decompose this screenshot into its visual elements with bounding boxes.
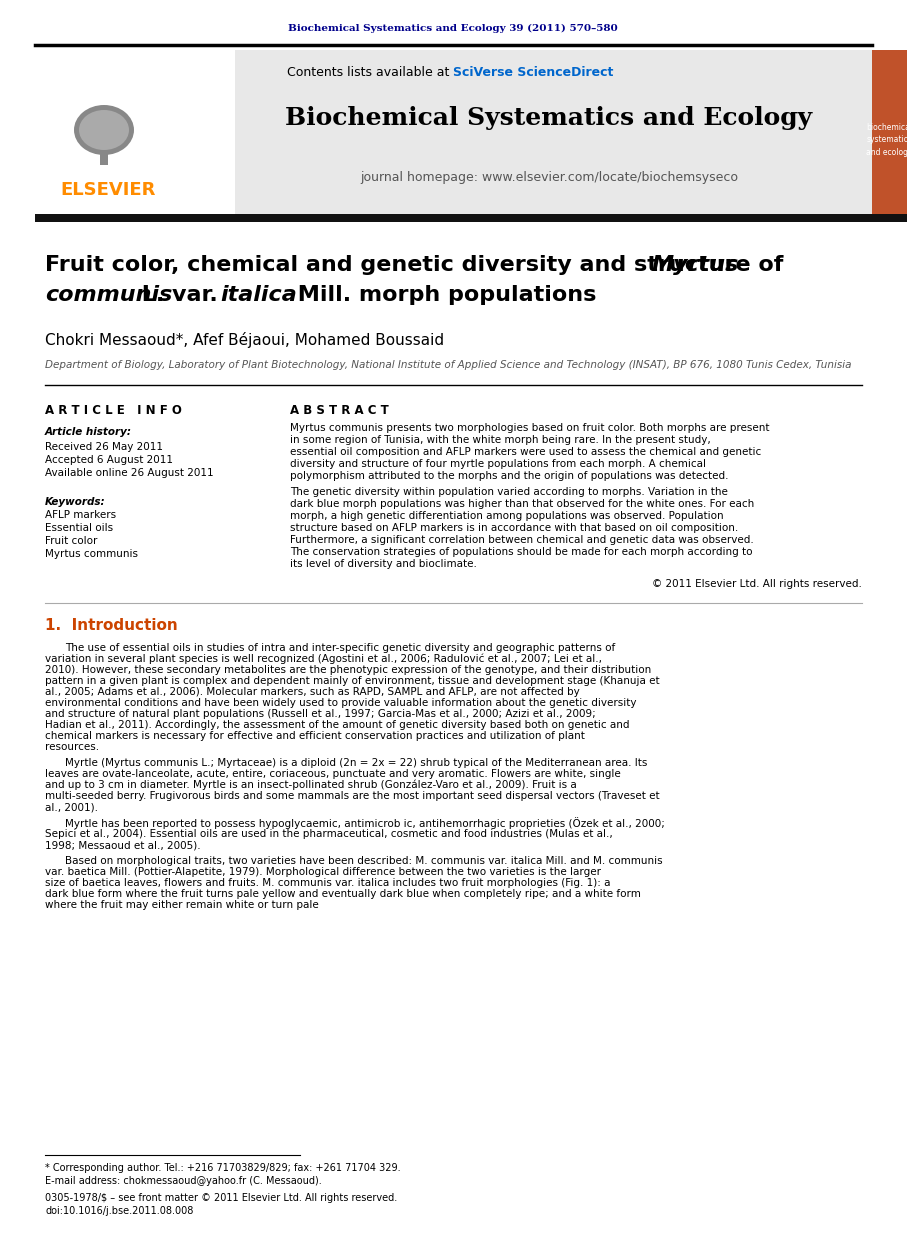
Text: A B S T R A C T: A B S T R A C T <box>290 404 389 416</box>
Text: polymorphism attributed to the morphs and the origin of populations was detected: polymorphism attributed to the morphs an… <box>290 470 728 482</box>
Text: L. var.: L. var. <box>134 285 226 305</box>
Text: Myrtle has been reported to possess hypoglycaemic, antimicrob ic, antihemorrhagi: Myrtle has been reported to possess hypo… <box>65 817 665 829</box>
Text: variation in several plant species is well recognized (Agostini et al., 2006; Ra: variation in several plant species is we… <box>45 654 602 665</box>
Text: Received 26 May 2011: Received 26 May 2011 <box>45 442 163 452</box>
Text: Keywords:: Keywords: <box>45 496 105 508</box>
Text: Essential oils: Essential oils <box>45 522 113 534</box>
Text: biochemical
systematics
and ecology: biochemical systematics and ecology <box>866 123 907 157</box>
Text: The conservation strategies of populations should be made for each morph accordi: The conservation strategies of populatio… <box>290 547 753 557</box>
Text: morph, a high genetic differentiation among populations was observed. Population: morph, a high genetic differentiation am… <box>290 511 724 521</box>
Text: environmental conditions and have been widely used to provide valuable informati: environmental conditions and have been w… <box>45 698 637 708</box>
Text: Fruit color, chemical and genetic diversity and structure of: Fruit color, chemical and genetic divers… <box>45 255 907 275</box>
Text: Hadian et al., 2011). Accordingly, the assessment of the amount of genetic diver: Hadian et al., 2011). Accordingly, the a… <box>45 721 629 730</box>
Text: Chokri Messaoud*, Afef Béjaoui, Mohamed Boussaid: Chokri Messaoud*, Afef Béjaoui, Mohamed … <box>45 332 444 348</box>
Text: E-mail address: chokmessaoud@yahoo.fr (C. Messaoud).: E-mail address: chokmessaoud@yahoo.fr (C… <box>45 1176 322 1186</box>
Text: The use of essential oils in studies of intra and inter-specific genetic diversi: The use of essential oils in studies of … <box>65 643 615 652</box>
Text: Mill. morph populations: Mill. morph populations <box>290 285 597 305</box>
Text: 1998; Messaoud et al., 2005).: 1998; Messaoud et al., 2005). <box>45 841 200 851</box>
Text: Biochemical Systematics and Ecology: Biochemical Systematics and Ecology <box>286 106 813 130</box>
Text: size of baetica leaves, flowers and fruits. M. communis var. italica includes tw: size of baetica leaves, flowers and frui… <box>45 878 610 888</box>
Text: Sepici et al., 2004). Essential oils are used in the pharmaceutical, cosmetic an: Sepici et al., 2004). Essential oils are… <box>45 829 613 839</box>
Text: Myrtus communis presents two morphologies based on fruit color. Both morphs are : Myrtus communis presents two morphologie… <box>290 423 769 433</box>
Text: essential oil composition and AFLP markers were used to assess the chemical and : essential oil composition and AFLP marke… <box>290 447 761 457</box>
Text: Accepted 6 August 2011: Accepted 6 August 2011 <box>45 456 173 465</box>
Text: * Corresponding author. Tel.: +216 71703829/829; fax: +261 71704 329.: * Corresponding author. Tel.: +216 71703… <box>45 1162 401 1172</box>
Text: dark blue morph populations was higher than that observed for the white ones. Fo: dark blue morph populations was higher t… <box>290 499 755 509</box>
Text: dark blue form where the fruit turns pale yellow and eventually dark blue when c: dark blue form where the fruit turns pal… <box>45 889 641 899</box>
Text: A R T I C L E   I N F O: A R T I C L E I N F O <box>45 404 182 416</box>
Bar <box>100 135 108 165</box>
Text: Myrtus: Myrtus <box>652 255 739 275</box>
Text: 2010). However, these secondary metabolites are the phenotypic expression of the: 2010). However, these secondary metaboli… <box>45 665 651 675</box>
Text: Myrtus communis: Myrtus communis <box>45 548 138 560</box>
Text: where the fruit may either remain white or turn pale: where the fruit may either remain white … <box>45 900 318 910</box>
Text: communis: communis <box>45 285 172 305</box>
Text: Fruit color: Fruit color <box>45 536 97 546</box>
Text: leaves are ovate-lanceolate, acute, entire, coriaceous, punctuate and very aroma: leaves are ovate-lanceolate, acute, enti… <box>45 769 620 779</box>
FancyBboxPatch shape <box>872 50 907 215</box>
Text: and structure of natural plant populations (Russell et al., 1997; Garcia-Mas et : and structure of natural plant populatio… <box>45 709 596 719</box>
Text: in some region of Tunisia, with the white morph being rare. In the present study: in some region of Tunisia, with the whit… <box>290 435 711 444</box>
FancyBboxPatch shape <box>35 50 235 215</box>
Text: The genetic diversity within population varied according to morphs. Variation in: The genetic diversity within population … <box>290 487 728 496</box>
Text: multi-seeded berry. Frugivorous birds and some mammals are the most important se: multi-seeded berry. Frugivorous birds an… <box>45 791 659 801</box>
Text: Based on morphological traits, two varieties have been described: M. communis va: Based on morphological traits, two varie… <box>65 855 663 867</box>
Text: 0305-1978/$ – see front matter © 2011 Elsevier Ltd. All rights reserved.: 0305-1978/$ – see front matter © 2011 El… <box>45 1193 397 1203</box>
Text: doi:10.1016/j.bse.2011.08.008: doi:10.1016/j.bse.2011.08.008 <box>45 1206 193 1216</box>
Text: 1.  Introduction: 1. Introduction <box>45 619 178 634</box>
Text: chemical markers is necessary for effective and efficient conservation practices: chemical markers is necessary for effect… <box>45 730 585 742</box>
Bar <box>35 214 907 222</box>
Text: its level of diversity and bioclimate.: its level of diversity and bioclimate. <box>290 560 477 569</box>
Text: italica: italica <box>220 285 297 305</box>
Text: var. baetica Mill. (Pottier-Alapetite, 1979). Morphological difference between t: var. baetica Mill. (Pottier-Alapetite, 1… <box>45 867 601 877</box>
Text: resources.: resources. <box>45 742 99 751</box>
Text: AFLP markers: AFLP markers <box>45 510 116 520</box>
Text: Biochemical Systematics and Ecology 39 (2011) 570–580: Biochemical Systematics and Ecology 39 (… <box>288 24 618 32</box>
FancyBboxPatch shape <box>35 50 872 215</box>
Text: Contents lists available at: Contents lists available at <box>287 66 453 78</box>
Text: and up to 3 cm in diameter. Myrtle is an insect-pollinated shrub (González-Varo : and up to 3 cm in diameter. Myrtle is an… <box>45 780 577 790</box>
Text: SciVerse ScienceDirect: SciVerse ScienceDirect <box>453 66 613 78</box>
Text: Department of Biology, Laboratory of Plant Biotechnology, National Institute of : Department of Biology, Laboratory of Pla… <box>45 360 852 370</box>
Text: Furthermore, a significant correlation between chemical and genetic data was obs: Furthermore, a significant correlation b… <box>290 535 754 545</box>
Text: © 2011 Elsevier Ltd. All rights reserved.: © 2011 Elsevier Ltd. All rights reserved… <box>652 579 862 589</box>
Text: Available online 26 August 2011: Available online 26 August 2011 <box>45 468 214 478</box>
Text: pattern in a given plant is complex and dependent mainly of environment, tissue : pattern in a given plant is complex and … <box>45 676 659 686</box>
Text: journal homepage: www.elsevier.com/locate/biochemsyseco: journal homepage: www.elsevier.com/locat… <box>360 172 738 184</box>
Text: structure based on AFLP markers is in accordance with that based on oil composit: structure based on AFLP markers is in ac… <box>290 522 738 534</box>
Ellipse shape <box>79 110 129 150</box>
Ellipse shape <box>74 105 134 155</box>
Text: diversity and structure of four myrtle populations from each morph. A chemical: diversity and structure of four myrtle p… <box>290 459 706 469</box>
Text: al., 2005; Adams et al., 2006). Molecular markers, such as RAPD, SAMPL and AFLP,: al., 2005; Adams et al., 2006). Molecula… <box>45 687 580 697</box>
Text: Article history:: Article history: <box>45 427 132 437</box>
Text: al., 2001).: al., 2001). <box>45 802 98 812</box>
Text: ELSEVIER: ELSEVIER <box>60 181 156 199</box>
Text: Myrtle (Myrtus communis L.; Myrtaceae) is a diploid (2n = 2x = 22) shrub typical: Myrtle (Myrtus communis L.; Myrtaceae) i… <box>65 758 648 768</box>
